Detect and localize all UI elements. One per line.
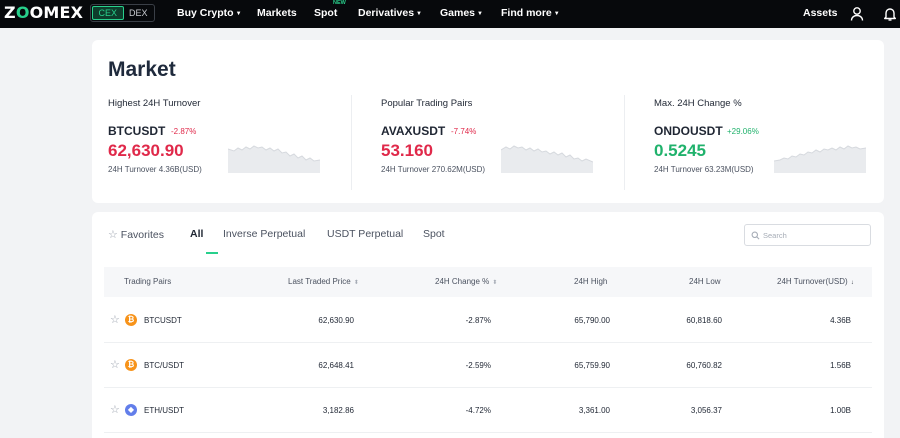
sparkline-chart — [774, 145, 866, 173]
nav-find-more[interactable]: Find more ▼ — [501, 7, 560, 19]
page-title: Market — [108, 58, 176, 81]
cell-pair: BTC/USDT — [144, 361, 184, 370]
stat-max-change[interactable]: Max. 24H Change % ONDOUSDT +29.06% 0.524… — [654, 98, 884, 188]
user-icon[interactable] — [849, 6, 865, 22]
cex-dex-toggle[interactable]: CEX DEX — [90, 4, 155, 22]
sort-desc-icon: ↓ — [850, 280, 854, 286]
cell-high: 65,759.90 — [574, 361, 610, 370]
stat-change: +29.06% — [727, 127, 759, 136]
cell-change: -2.59% — [465, 361, 491, 370]
cell-turnover: 4.36B — [830, 316, 851, 325]
market-overview-card: Market Highest 24H Turnover BTCUSDT -2.8… — [92, 40, 884, 203]
btc-icon: ₿ — [125, 359, 137, 371]
cell-change: -4.72% — [465, 406, 491, 415]
stat-change: -7.74% — [451, 127, 477, 136]
tab-usdt-perpetual[interactable]: USDT Perpetual — [327, 228, 404, 240]
favorite-star-icon[interactable]: ☆ — [110, 359, 120, 371]
cell-change: -2.87% — [465, 316, 491, 325]
dex-toggle-option[interactable]: DEX — [128, 8, 148, 18]
col-last-price[interactable]: Last Traded Price ⬍ — [288, 277, 359, 286]
stat-popular-pairs[interactable]: Popular Trading Pairs AVAXUSDT -7.74% 53… — [381, 98, 611, 188]
markets-table-card: ☆ Favorites All Inverse Perpetual USDT P… — [92, 212, 884, 438]
stat-pair: BTCUSDT — [108, 124, 166, 138]
chevron-down-icon: ▼ — [416, 11, 422, 17]
cell-high: 3,361.00 — [578, 406, 610, 415]
cell-price: 3,182.86 — [322, 406, 354, 415]
stat-pair: ONDOUSDT — [654, 124, 723, 138]
col-24h-low: 24H Low — [689, 277, 721, 286]
table-row[interactable]: ☆ ₿ BTC/USDT 62,648.41 -2.59% 65,759.90 … — [104, 343, 872, 388]
col-24h-turnover[interactable]: 24H Turnover(USD) ↓ — [777, 277, 854, 286]
cell-pair: ETH/USDT — [144, 406, 184, 415]
cex-toggle-option[interactable]: CEX — [92, 6, 124, 20]
stat-change: -2.87% — [171, 127, 197, 136]
stat-turnover: 24H Turnover 63.23M(USD) — [654, 165, 754, 174]
nav-buy-crypto[interactable]: Buy Crypto ▼ — [177, 7, 242, 19]
zoomex-logo[interactable]: ZOOMEX — [4, 3, 84, 22]
active-tab-indicator — [206, 252, 218, 254]
star-icon: ☆ — [108, 229, 118, 241]
stat-price: 0.5245 — [654, 141, 706, 160]
eth-icon: ◆ — [125, 404, 137, 416]
favorite-star-icon[interactable]: ☆ — [110, 314, 120, 326]
sparkline-chart — [501, 145, 593, 173]
favorite-star-icon[interactable]: ☆ — [110, 404, 120, 416]
cell-turnover: 1.56B — [830, 361, 851, 370]
search-input[interactable] — [763, 228, 863, 242]
chevron-down-icon: ▼ — [235, 11, 242, 17]
cell-low: 60,818.60 — [686, 316, 722, 325]
table-row[interactable]: ☆ ◆ ETH/USDT 3,182.86 -4.72% 3,361.00 3,… — [104, 388, 872, 433]
stat-heading: Max. 24H Change % — [654, 98, 742, 109]
cell-turnover: 1.00B — [830, 406, 851, 415]
nav-derivatives[interactable]: Derivatives ▼ — [358, 7, 422, 19]
stat-price: 53.160 — [381, 141, 433, 160]
cell-low: 3,056.37 — [690, 406, 722, 415]
nav-spot[interactable]: Spot — [314, 7, 338, 19]
cell-pair: BTCUSDT — [144, 316, 182, 325]
cell-low: 60,760.82 — [686, 361, 722, 370]
tab-inverse-perpetual[interactable]: Inverse Perpetual — [223, 228, 306, 240]
cell-high: 65,790.00 — [574, 316, 610, 325]
market-tabs: ☆ Favorites All Inverse Perpetual USDT P… — [108, 228, 628, 258]
chevron-down-icon: ▼ — [553, 11, 560, 17]
sort-icon: ⬍ — [353, 280, 359, 286]
new-badge: NEW — [333, 0, 346, 6]
tab-favorites[interactable]: ☆ Favorites — [108, 229, 164, 241]
stat-turnover: 24H Turnover 4.36B(USD) — [108, 165, 202, 174]
nav-games[interactable]: Games ▼ — [440, 7, 483, 19]
nav-assets[interactable]: Assets — [803, 7, 838, 19]
divider — [351, 95, 352, 190]
tab-all[interactable]: All — [190, 228, 204, 240]
search-icon — [751, 231, 760, 240]
sort-icon: ⬍ — [492, 280, 498, 286]
nav-markets[interactable]: Markets — [257, 7, 297, 19]
col-24h-high: 24H High — [574, 277, 608, 286]
stat-price: 62,630.90 — [108, 141, 184, 160]
table-row[interactable]: ☆ ₿ BTCUSDT 62,630.90 -2.87% 65,790.00 6… — [104, 298, 872, 343]
stat-heading: Highest 24H Turnover — [108, 98, 201, 109]
cell-price: 62,648.41 — [318, 361, 354, 370]
cell-price: 62,630.90 — [318, 316, 354, 325]
stat-highest-turnover[interactable]: Highest 24H Turnover BTCUSDT -2.87% 62,6… — [108, 98, 338, 188]
col-trading-pairs: Trading Pairs — [124, 277, 172, 286]
stat-turnover: 24H Turnover 270.62M(USD) — [381, 165, 486, 174]
btc-icon: ₿ — [125, 314, 137, 326]
sparkline-chart — [228, 145, 320, 173]
chevron-down-icon: ▼ — [477, 11, 483, 17]
tab-spot[interactable]: Spot — [423, 228, 445, 240]
table-header: Trading Pairs Last Traded Price ⬍ 24H Cha… — [104, 267, 872, 297]
search-box[interactable] — [744, 224, 871, 246]
divider — [624, 95, 625, 190]
stat-heading: Popular Trading Pairs — [381, 98, 473, 109]
bell-icon[interactable] — [882, 6, 898, 22]
top-nav: ZOOMEX CEX DEX Buy Crypto ▼ Markets Spot … — [0, 0, 900, 28]
stat-pair: AVAXUSDT — [381, 124, 446, 138]
col-24h-change[interactable]: 24H Change % ⬍ — [435, 277, 498, 286]
